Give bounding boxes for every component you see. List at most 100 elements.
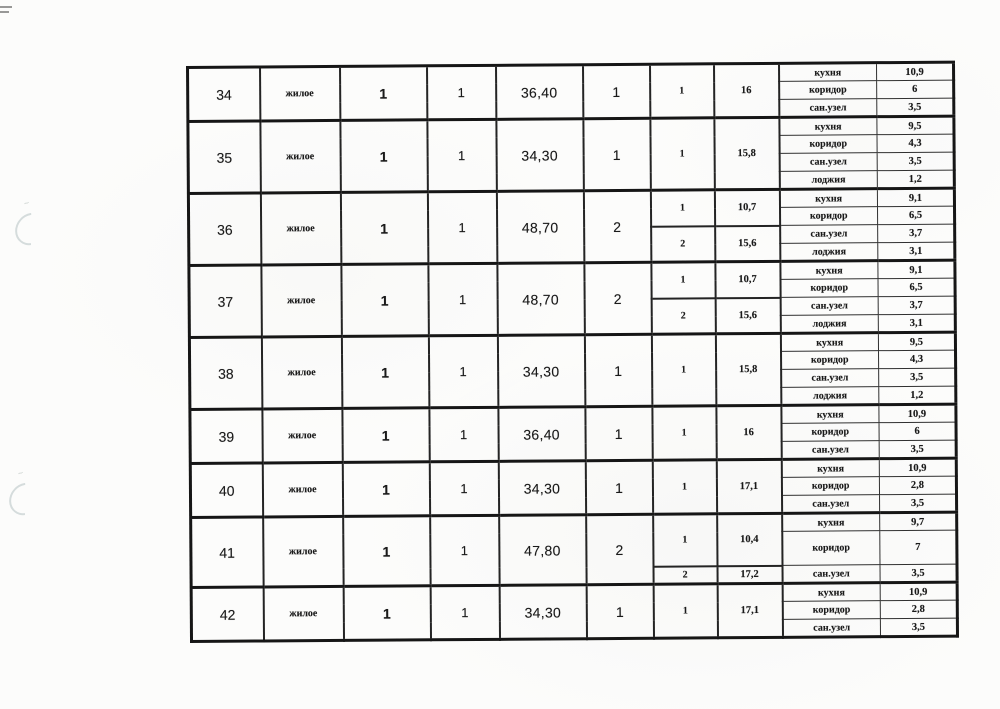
room-part-area-cell: 3,5 [880,618,958,637]
col3-cell: 1 [342,461,430,517]
room-part-area-cell: 6,5 [878,278,956,297]
rooms-count-cell: 1 [584,406,653,461]
room-part-area-cell: 9,1 [877,260,955,279]
punch-hole-mark [2,476,48,522]
room-part-area-cell: 1,2 [878,386,956,405]
room-number-cell: 2 [651,297,716,335]
room-number-cell: 1 [650,189,715,227]
room-part-name-cell: сан.узел [780,368,879,388]
rooms-count-cell: 2 [585,514,654,585]
room-number-cell: 1 [652,513,718,567]
apartment-number-cell: 34 [187,66,260,122]
room-part-name-cell: коридор [781,476,880,496]
scan-smudge-icon: ~ [16,467,25,479]
apartment-number-cell: 41 [190,516,264,588]
room-part-name-cell: лоджия [779,242,878,262]
total-area-cell: 34,30 [497,334,585,408]
room-part-name-cell: сан.узел [780,296,879,316]
col4-cell: 1 [429,461,499,516]
room-part-name-cell: коридор [781,530,880,566]
rooms-count-cell: 1 [582,118,651,191]
room-part-name-cell: коридор [781,422,880,442]
room-area-cell: 17,2 [717,565,783,584]
room-part-area-cell: 9,1 [877,188,955,207]
room-part-area-cell: 3,5 [879,564,958,583]
room-number-cell: 1 [649,63,714,119]
rooms-count-cell: 2 [583,262,652,335]
room-area-cell: 10,4 [716,513,783,566]
room-part-area-cell: 6,5 [877,206,955,225]
room-part-area-cell: 3,5 [877,152,955,171]
col4-cell: 1 [429,515,500,586]
room-number-cell: 1 [650,261,716,299]
room-number-cell: 1 [651,405,717,461]
total-area-cell: 36,40 [497,406,586,462]
total-area-cell: 34,30 [499,584,587,640]
room-part-name-cell: кухня [782,582,881,602]
room-part-name-cell: коридор [782,600,881,620]
total-area-cell: 36,40 [495,64,583,120]
col3-cell: 1 [340,263,429,337]
room-part-area-cell: 10,9 [879,458,957,477]
total-area-cell: 48,70 [496,190,584,264]
col4-cell: 1 [426,65,496,120]
room-part-name-cell: коридор [779,206,878,226]
room-part-area-cell: 9,7 [879,512,957,531]
room-part-area-cell: 2,8 [880,600,958,619]
col3-cell: 1 [341,407,430,463]
total-area-cell: 34,30 [498,460,586,516]
col3-cell: 1 [340,191,428,265]
apartment-type-cell: жилое [261,408,343,463]
room-part-name-cell: кухня [780,332,879,352]
room-part-area-cell: 3,1 [878,314,956,333]
punch-hole-mark [8,206,54,252]
room-area-cell: 10,7 [714,189,780,226]
apartment-type-cell: жилое [260,192,341,265]
apartment-number-cell: 37 [188,264,262,338]
apartment-type-cell: жилое [261,336,342,409]
room-part-area-cell: 3,5 [879,494,957,513]
room-part-area-cell: 10,9 [880,582,958,601]
rooms-count-cell: 1 [586,584,654,639]
rooms-count-cell: 2 [583,190,651,263]
room-part-name-cell: сан.узел [782,618,881,638]
col4-cell: 1 [426,119,497,192]
room-part-name-cell: лоджия [780,386,879,406]
room-part-name-cell: кухня [778,116,877,136]
room-part-name-cell: кухня [781,512,880,532]
scan-dash-icon [0,6,12,8]
apartment-type-cell: жилое [263,586,344,641]
room-area-cell: 15,8 [715,333,781,406]
rooms-count-cell: 1 [582,64,650,119]
total-area-cell: 48,70 [496,262,585,336]
apartment-type-cell: жилое [262,462,343,517]
apartment-type-cell: жилое [259,120,341,193]
col3-cell: 1 [342,515,431,587]
room-part-name-cell: кухня [781,458,880,478]
room-part-name-cell: сан.узел [781,494,880,514]
room-part-area-cell: 9,5 [876,116,954,135]
room-part-name-cell: кухня [779,188,878,208]
room-part-name-cell: сан.узел [782,564,881,584]
room-part-name-cell: коридор [778,80,877,100]
room-area-cell: 17,1 [717,583,783,638]
room-part-area-cell: 9,5 [878,332,956,351]
apartment-number-cell: 39 [189,408,263,464]
room-part-name-cell: коридор [778,134,878,154]
total-area-cell: 47,80 [498,514,587,586]
scan-dash-icon [0,11,9,13]
scan-smudge-icon: ~ [22,197,31,209]
room-part-area-cell: 7 [879,530,957,565]
col4-cell: 1 [427,191,497,264]
room-part-name-cell: коридор [780,350,879,370]
rooms-count-cell: 1 [585,460,653,515]
col4-cell: 1 [427,263,498,336]
room-part-area-cell: 10,9 [876,62,954,81]
apartments-table: 34 жилое 1 1 36,40 1 1 16 кухня 10,9 коридор 6 сан.у… [186,60,960,643]
room-area-cell: 16 [715,405,782,460]
room-part-name-cell: сан.узел [779,224,878,244]
room-part-area-cell: 2,8 [879,476,957,495]
room-part-name-cell: сан.узел [778,98,877,118]
room-part-area-cell: 3,5 [879,440,957,459]
room-part-name-cell: коридор [780,278,879,298]
